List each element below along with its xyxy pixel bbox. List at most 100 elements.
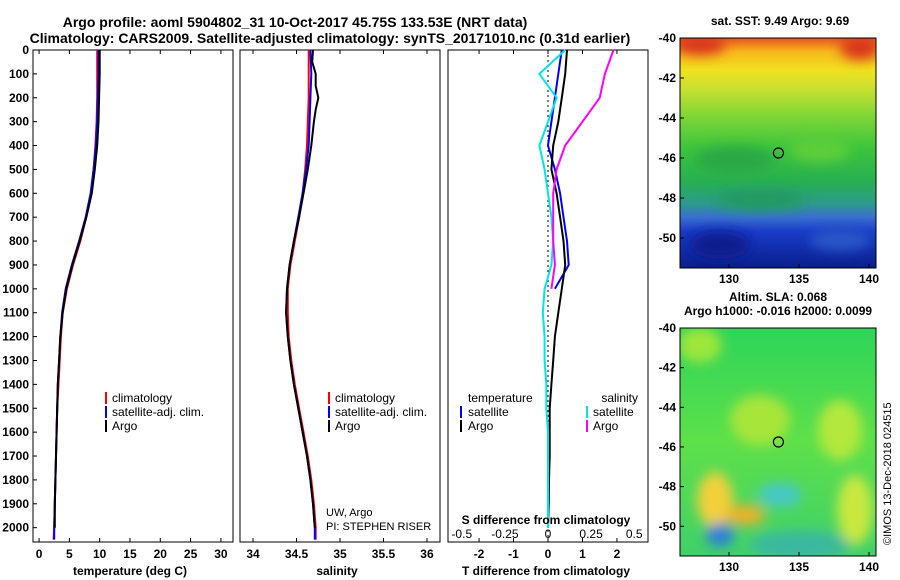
depth-tick-label: 1400	[2, 377, 29, 391]
depth-tick-label: 800	[9, 234, 29, 248]
sst-heatmap-image	[680, 38, 876, 268]
map-y-tick-label: -50	[659, 231, 677, 245]
difference-lines	[538, 49, 615, 528]
salinity-plot-frame	[239, 49, 441, 543]
s-difference-tick-label: 0	[545, 527, 552, 541]
map-x-tick-label: 130	[719, 272, 739, 286]
map-y-tick-label: -42	[659, 361, 677, 375]
x-tick-label: 25	[184, 547, 198, 561]
temperature-xlabel: temperature (deg C)	[73, 564, 187, 578]
sst-map-panel: sat. SST: 9.49 Argo: 9.69 130 135 140 -40-…	[659, 14, 880, 286]
depth-tick-label: 900	[9, 258, 29, 272]
series-line-argo	[547, 49, 568, 528]
map-y-tick-label: -42	[659, 71, 677, 85]
s-difference-xlabel: S difference from climatology	[462, 513, 631, 527]
legend-title-temperature: temperature	[468, 391, 533, 405]
x-tick-label: 10	[93, 547, 107, 561]
depth-tick-label: 600	[9, 186, 29, 200]
difference-panel: -2 -1 0 1 2 -0.5 -0.25 0 0.25 0.5 T difference f…	[447, 49, 649, 578]
sla-map-frame	[679, 327, 877, 557]
salinity-legend: climatology satellite-adj. clim. Argo	[328, 391, 427, 433]
x-tick-label: 15	[123, 547, 137, 561]
sla-map-subtitle: Argo h1000: -0.016 h2000: 0.0099	[684, 304, 872, 318]
x-tick-label: 5	[66, 547, 73, 561]
sla-map-title: Altim. SLA: 0.068	[729, 290, 827, 304]
x-tick-label: 30	[214, 547, 228, 561]
series-line-climatology	[52, 50, 99, 540]
legend-label-argo: Argo	[112, 419, 138, 433]
s-difference-tick-label: 0.5	[626, 527, 643, 541]
legend-label-s-argo: Argo	[593, 419, 619, 433]
map-y-tick-label: -50	[659, 519, 677, 533]
map-x-tick-label: 135	[789, 560, 809, 574]
x-tick-label: 35	[333, 547, 347, 561]
credit-line1: UW, Argo	[326, 507, 372, 519]
depth-tick-label: 1500	[2, 401, 29, 415]
temperature-plot-frame	[32, 49, 234, 543]
argo-position-marker	[772, 147, 785, 159]
legend-label-climatology: climatology	[112, 391, 172, 405]
depth-tick-label: 1600	[2, 425, 29, 439]
map-y-tick-label: -44	[659, 400, 677, 414]
depth-tick-label: 1700	[2, 449, 29, 463]
depth-tick-label: 2000	[2, 521, 29, 535]
series-line-satellite-adj-clim-	[285, 49, 316, 540]
x-tick-label: 34.5	[285, 547, 309, 561]
x-tick-label: 2	[614, 547, 621, 561]
x-tick-label: 0	[545, 547, 552, 561]
map-x-tick-label: 130	[719, 560, 739, 574]
depth-tick-label: 1300	[2, 353, 29, 367]
depth-tick-label: 1000	[2, 282, 29, 296]
legend-label-argo: Argo	[335, 419, 361, 433]
sst-map-title: sat. SST: 9.49 Argo: 9.69	[711, 14, 850, 28]
series-line-climatology	[286, 50, 317, 540]
series-line-satellite	[546, 49, 570, 290]
depth-tick-label: 1800	[2, 473, 29, 487]
legend-label-climatology: climatology	[335, 391, 395, 405]
t-difference-x-axis: -2 -1 0 1 2	[474, 50, 621, 561]
map-y-tick-label: -40	[659, 321, 677, 335]
temperature-legend: climatology satellite-adj. clim. Argo	[105, 391, 204, 433]
figure-title-line2: Climatology: CARS2009. Satellite-adjuste…	[30, 30, 631, 46]
x-tick-label: 1	[579, 547, 586, 561]
sla-heatmap-image	[680, 328, 876, 556]
salinity-x-axis: 34 34.5 35 35.5 36	[246, 50, 434, 561]
x-tick-label: 0	[36, 547, 43, 561]
depth-tick-label: 1100	[3, 306, 29, 320]
map-y-tick-label: -48	[659, 191, 677, 205]
x-tick-label: 36	[420, 547, 434, 561]
map-x-tick-label: 140	[859, 272, 879, 286]
credit-line2: PI: STEPHEN RISER	[326, 521, 431, 533]
sst-map-y-axis: -40 -42 -44 -46 -48 -50	[659, 31, 684, 245]
x-tick-label: -2	[474, 547, 485, 561]
s-difference-tick-label: -0.5	[451, 527, 472, 541]
series-line-satellite-adj-clim-	[53, 50, 100, 540]
salinity-xlabel: salinity	[316, 564, 358, 578]
map-x-tick-label: 140	[859, 560, 879, 574]
s-difference-tick-label: 0.25	[579, 527, 603, 541]
depth-tick-label: 300	[9, 115, 29, 129]
depth-tick-label: 100	[9, 67, 29, 81]
sla-map-panel: Altim. SLA: 0.068 Argo h1000: -0.016 h20…	[659, 290, 880, 574]
legend-label-s-satellite: satellite	[593, 405, 634, 419]
legend-label-t-satellite: satellite	[468, 405, 509, 419]
map-y-tick-label: -46	[659, 440, 677, 454]
temperature-panel: 0100200300400500600700800900100011001200…	[2, 43, 234, 578]
s-difference-x-axis: -0.5 -0.25 0 0.25 0.5	[451, 527, 642, 541]
s-difference-tick-label: -0.25	[491, 527, 519, 541]
sst-map-frame	[679, 37, 877, 269]
argo-position-marker	[772, 436, 785, 448]
depth-tick-label: 500	[9, 162, 29, 176]
depth-tick-label: 0	[22, 43, 29, 57]
series-line-argo	[53, 50, 101, 528]
legend-label-t-argo: Argo	[468, 419, 494, 433]
salinity-lines	[285, 49, 320, 540]
sla-map-y-axis: -40 -42 -44 -46 -48 -50	[659, 321, 684, 533]
depth-axis: 0 100 200 300 400 500 600 700 800 900 1000 1100 1200…	[2, 43, 37, 535]
legend-title-salinity: salinity	[601, 391, 638, 405]
temperature-x-axis: 0 5 10 15 20 25 30	[36, 50, 228, 561]
depth-tick-label: 400	[9, 139, 29, 153]
difference-legend: temperature satellite Argo salinity sate…	[460, 391, 638, 433]
legend-label-satellite-adj: satellite-adj. clim.	[335, 405, 427, 419]
